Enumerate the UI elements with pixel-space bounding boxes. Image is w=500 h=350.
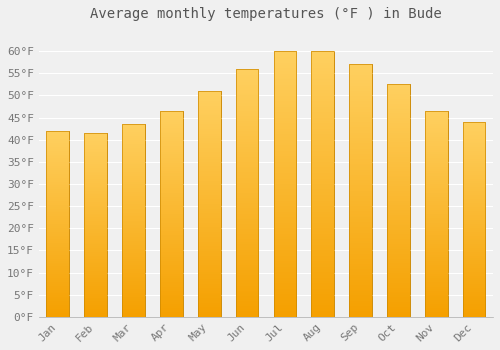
Bar (122, 124, 145, 317)
Bar (387, 84, 410, 317)
Bar (463, 122, 485, 317)
Bar (198, 91, 220, 317)
Bar (122, 124, 145, 317)
Bar (312, 51, 334, 317)
Bar (274, 51, 296, 317)
Bar (349, 64, 372, 317)
Bar (274, 51, 296, 317)
Bar (387, 84, 410, 317)
Bar (84, 133, 107, 317)
Bar (84, 133, 107, 317)
Bar (198, 91, 220, 317)
Bar (46, 131, 69, 317)
Bar (312, 51, 334, 317)
Bar (349, 64, 372, 317)
Bar (236, 69, 258, 317)
Title: Average monthly temperatures (°F ) in Bude: Average monthly temperatures (°F ) in Bu… (90, 7, 442, 21)
Bar (463, 122, 485, 317)
Bar (425, 111, 448, 317)
Bar (160, 111, 182, 317)
Bar (425, 111, 448, 317)
Bar (236, 69, 258, 317)
Bar (46, 131, 69, 317)
Bar (160, 111, 182, 317)
